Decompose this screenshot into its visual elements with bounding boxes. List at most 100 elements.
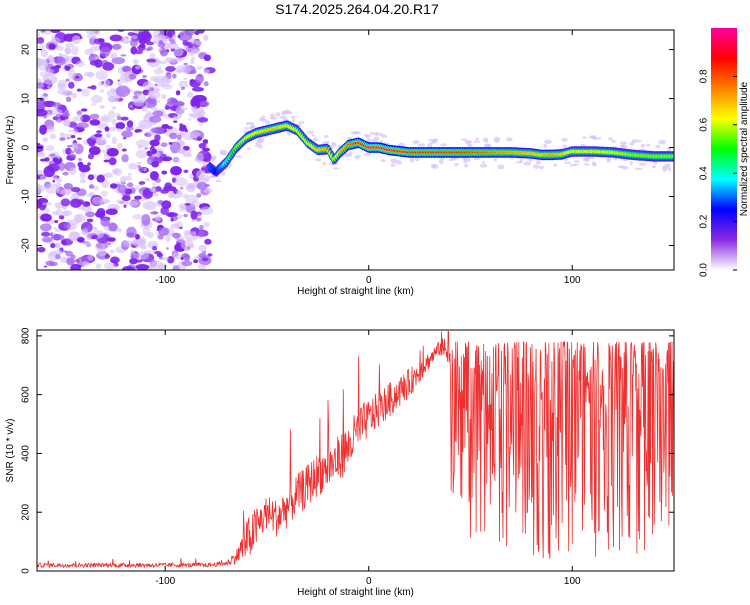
noise-dot — [105, 126, 110, 131]
ridge-halo-dot — [635, 168, 643, 170]
noise-dot — [175, 101, 184, 106]
ridge-halo-dot — [658, 140, 666, 144]
noise-dot — [140, 244, 146, 249]
noise-dot — [160, 49, 168, 56]
noise-dot — [173, 116, 177, 119]
colorbar-gradient — [711, 28, 737, 270]
noise-dot — [150, 95, 154, 99]
noise-dot — [85, 256, 88, 259]
noise-dot — [75, 76, 79, 79]
noise-dot — [165, 66, 176, 72]
noise-dot — [84, 72, 95, 77]
noise-dot — [176, 106, 185, 115]
noise-dot — [55, 183, 61, 188]
noise-dot — [68, 69, 76, 79]
noise-dot — [33, 109, 47, 117]
ridge-halo-dot — [315, 158, 321, 161]
ridge-halo-dot — [630, 161, 633, 165]
noise-dot — [189, 52, 195, 56]
noise-dot — [161, 171, 167, 175]
noise-dot — [165, 105, 170, 110]
noise-dot — [48, 43, 55, 49]
noise-dot — [196, 153, 204, 164]
ridge-halo-dot — [374, 137, 380, 140]
noise-dot — [123, 137, 127, 139]
noise-dot — [69, 93, 72, 96]
ridge-halo-dot — [332, 167, 339, 169]
noise-dot — [101, 150, 108, 153]
noise-dot — [63, 69, 67, 72]
noise-dot — [66, 79, 70, 82]
ridge-halo-dot — [364, 153, 371, 157]
noise-dot — [198, 245, 207, 252]
noise-dot — [204, 239, 211, 245]
colorbar-tick-label: 0.6 — [699, 117, 710, 131]
noise-dot — [142, 105, 148, 112]
noise-dot — [158, 227, 169, 236]
noise-dot — [98, 251, 107, 256]
ridge-halo-dot — [417, 143, 425, 146]
ridge-halo-dot — [354, 131, 361, 134]
noise-dot — [192, 200, 201, 207]
ridge-halo-dot — [364, 134, 371, 137]
noise-dot — [77, 89, 82, 92]
ridge-halo-dot — [544, 140, 552, 144]
noise-dot — [184, 246, 191, 251]
noise-dot — [90, 114, 100, 119]
noise-dot — [87, 255, 93, 261]
noise-dot — [87, 219, 94, 223]
noise-dot — [42, 87, 48, 90]
ridge-halo-dot — [430, 142, 434, 144]
noise-dot — [196, 193, 201, 197]
ridge-halo-dot — [244, 127, 249, 129]
snr-series-line — [37, 332, 674, 568]
noise-dot — [192, 87, 204, 92]
noise-dot — [54, 106, 59, 109]
ridge-halo-dot — [381, 134, 387, 137]
ridge-halo-dot — [322, 142, 329, 144]
ridge-halo-dot — [497, 165, 504, 170]
noise-dot — [32, 184, 44, 193]
noise-dot — [179, 127, 188, 131]
noise-dot — [173, 265, 180, 273]
ridge-halo-dot — [270, 117, 278, 120]
noise-dot — [112, 106, 116, 109]
noise-dot — [137, 31, 151, 41]
noise-dot — [183, 63, 187, 66]
noise-dot — [136, 149, 148, 158]
noise-dot — [178, 148, 186, 154]
noise-dot — [45, 208, 49, 213]
noise-dot — [85, 211, 95, 217]
noise-dot — [101, 190, 108, 196]
snr-area — [37, 332, 674, 568]
noise-dot — [204, 81, 209, 86]
noise-dot — [139, 251, 149, 260]
noise-dot — [154, 84, 157, 86]
ridge-halo-dot — [506, 137, 512, 141]
noise-dot — [78, 265, 82, 267]
snr-ytick-label: 800 — [21, 327, 32, 344]
noise-dot — [50, 134, 57, 139]
ridge-halo-dot — [412, 140, 419, 144]
ridge-halo-dot — [246, 148, 250, 150]
noise-dot — [145, 147, 148, 150]
noise-dot — [193, 259, 198, 263]
noise-dot — [72, 93, 77, 98]
noise-dot — [62, 240, 67, 246]
noise-dot — [50, 243, 55, 248]
noise-dot — [40, 214, 52, 222]
ridge-halo-dot — [312, 134, 315, 136]
ridge-halo-dot — [611, 140, 616, 143]
ridge-halo-dot — [608, 137, 613, 140]
noise-dot — [108, 96, 120, 103]
ridge-halo-dot — [572, 164, 579, 166]
noise-dot — [98, 81, 102, 86]
noise-dot — [176, 90, 180, 95]
noise-dot — [202, 257, 209, 261]
noise-dot — [56, 178, 62, 183]
snr-xtick-label: -100 — [155, 576, 175, 587]
noise-dot — [129, 258, 138, 264]
noise-dot — [126, 227, 137, 238]
noise-dot — [157, 253, 163, 257]
noise-dot — [69, 151, 75, 154]
